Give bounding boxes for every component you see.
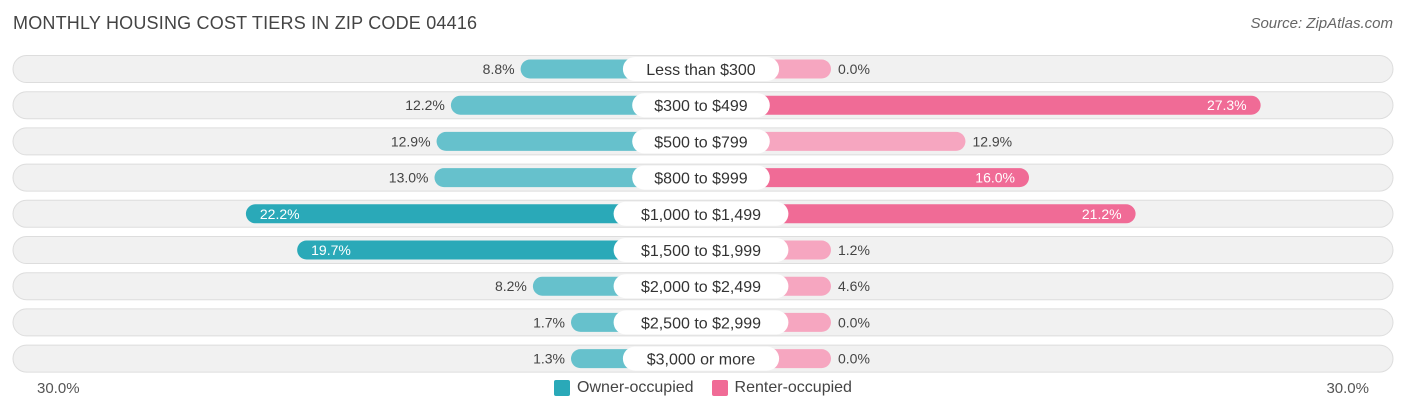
value-label-owner: 22.2% — [260, 206, 300, 222]
category-label: $500 to $799 — [654, 134, 748, 151]
chart-row: 12.2% 27.3% $300 to $499 — [12, 91, 1394, 120]
bar-renter — [701, 168, 1029, 188]
legend-swatch-owner — [554, 380, 571, 396]
category-label: $2,500 to $2,999 — [641, 315, 761, 332]
legend: Owner-occupied Renter-occupied — [0, 379, 1406, 397]
axis-right-label: 30.0% — [1326, 380, 1369, 397]
value-label-renter: 16.0% — [975, 170, 1015, 186]
value-label-owner: 12.2% — [405, 97, 445, 113]
bar-owner — [245, 204, 701, 224]
category-label: $2,000 to $2,499 — [641, 279, 761, 296]
axis-left-label: 30.0% — [37, 380, 80, 397]
value-label-owner: 1.3% — [533, 351, 565, 367]
category-label: $1,500 to $1,999 — [641, 243, 761, 260]
category-pill — [613, 274, 789, 299]
value-label-owner: 12.9% — [391, 133, 431, 149]
category-pill — [632, 165, 770, 190]
chart-row: 19.7% 1.2% $1,500 to $1,999 — [12, 236, 1394, 264]
chart-row: 22.2% 21.2% $1,000 to $1,499 — [12, 199, 1394, 228]
legend-item-renter: Renter-occupied — [711, 379, 852, 397]
chart-row: 1.7% 0.0% $2,500 to $2,999 — [12, 308, 1394, 337]
bar-renter — [701, 95, 1261, 115]
chart-row: 13.0% 16.0% $800 to $999 — [12, 163, 1394, 192]
category-label: $800 to $999 — [654, 171, 748, 188]
bar-renter — [701, 204, 1136, 224]
chart-row: 8.2% 4.6% $2,000 to $2,499 — [12, 272, 1394, 301]
chart-source: Source: ZipAtlas.com — [1250, 15, 1393, 32]
chart-row: 1.3% 0.0% $3,000 or more — [12, 344, 1394, 373]
chart-row: 12.9% 12.9% $500 to $799 — [12, 127, 1394, 156]
category-pill — [613, 201, 789, 226]
value-label-owner: 8.2% — [495, 278, 527, 294]
value-label-renter: 27.3% — [1207, 97, 1247, 113]
value-label-renter: 21.2% — [1082, 206, 1122, 222]
chart-row: 8.8% 0.0% Less than $300 — [12, 55, 1394, 83]
value-label-owner: 13.0% — [389, 170, 429, 186]
value-label-renter: 1.2% — [838, 242, 870, 258]
chart: 8.8% 0.0% Less than $300 12.2% 27.3% $300 to … — [12, 55, 1394, 373]
category-pill — [622, 346, 780, 371]
bar-owner — [297, 240, 701, 260]
value-label-owner: 19.7% — [311, 242, 351, 258]
chart-title: MONTHLY HOUSING COST TIERS IN ZIP CODE 0… — [13, 13, 478, 33]
value-label-renter: 0.0% — [838, 351, 870, 367]
legend-label-renter: Renter-occupied — [734, 379, 852, 396]
value-label-renter: 0.0% — [838, 61, 870, 77]
category-label: Less than $300 — [646, 62, 756, 79]
legend-label-owner: Owner-occupied — [577, 379, 694, 396]
value-label-renter: 0.0% — [838, 314, 870, 330]
category-label: $1,000 to $1,499 — [641, 207, 761, 224]
legend-item-owner: Owner-occupied — [554, 379, 694, 397]
category-pill — [613, 238, 789, 262]
value-label-owner: 8.8% — [483, 61, 515, 77]
category-pill — [632, 93, 770, 118]
legend-swatch-renter — [711, 380, 728, 396]
value-label-renter: 12.9% — [972, 133, 1012, 149]
category-pill — [632, 129, 770, 154]
category-label: $3,000 or more — [647, 352, 756, 369]
category-pill — [613, 310, 789, 335]
category-pill — [622, 57, 780, 81]
value-label-owner: 1.7% — [533, 314, 565, 330]
value-label-renter: 4.6% — [838, 278, 870, 294]
category-label: $300 to $499 — [654, 98, 748, 115]
